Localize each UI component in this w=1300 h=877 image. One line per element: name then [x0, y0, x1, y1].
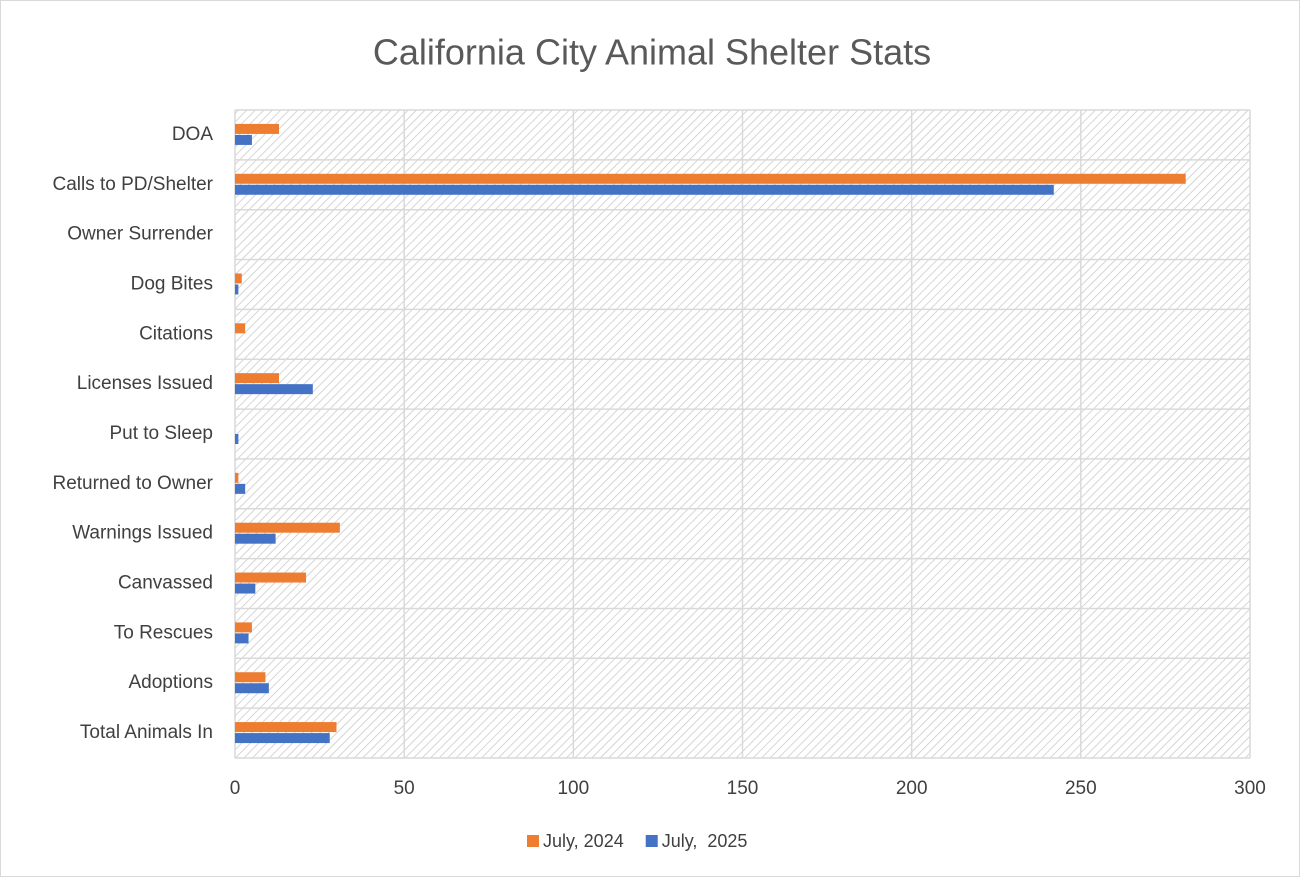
legend-swatch	[645, 835, 658, 847]
bar	[235, 434, 239, 444]
x-tick-label: 300	[1234, 778, 1266, 799]
bar	[235, 173, 1186, 184]
bar	[235, 273, 242, 284]
y-tick-label: Citations	[139, 323, 213, 344]
bar	[235, 672, 266, 683]
bar	[235, 683, 269, 694]
x-tick-label: 100	[557, 778, 589, 799]
legend-label: July, 2025	[662, 831, 748, 851]
bar	[235, 483, 246, 494]
x-tick-label: 150	[727, 778, 759, 799]
bar	[235, 123, 279, 134]
bar	[235, 622, 252, 633]
bar	[235, 373, 279, 384]
x-tick-label: 50	[394, 778, 415, 799]
y-tick-label: Returned to Owner	[52, 473, 213, 494]
y-tick-label: DOA	[172, 124, 214, 145]
y-tick-label: Owner Surrender	[67, 224, 213, 245]
bar	[235, 184, 1054, 195]
y-tick-label: Licenses Issued	[77, 373, 213, 394]
y-tick-label: To Rescues	[114, 622, 213, 643]
legend-label: July, 2024	[543, 831, 624, 851]
y-tick-label: Put to Sleep	[109, 423, 213, 444]
chart-title: California City Animal Shelter Stats	[373, 32, 931, 73]
bar	[235, 583, 256, 594]
bar	[235, 733, 330, 744]
bar	[235, 722, 337, 733]
bar	[235, 134, 252, 145]
y-tick-label: Calls to PD/Shelter	[52, 174, 213, 195]
y-tick-label: Warnings Issued	[72, 523, 213, 544]
x-tick-label: 0	[230, 778, 241, 799]
bar	[235, 384, 313, 395]
x-tick-label: 200	[896, 778, 928, 799]
bar	[235, 284, 239, 295]
bar	[235, 533, 276, 544]
legend-swatch	[527, 835, 539, 847]
y-tick-label: Adoptions	[128, 672, 213, 693]
y-tick-label: Total Animals In	[80, 722, 213, 743]
bar	[235, 323, 246, 334]
x-tick-label: 250	[1065, 778, 1097, 799]
y-tick-label: Dog Bites	[131, 273, 213, 294]
bar	[235, 633, 249, 644]
bar	[235, 472, 239, 483]
bar	[235, 522, 340, 533]
bar	[235, 572, 307, 583]
y-tick-label: Canvassed	[118, 573, 213, 594]
